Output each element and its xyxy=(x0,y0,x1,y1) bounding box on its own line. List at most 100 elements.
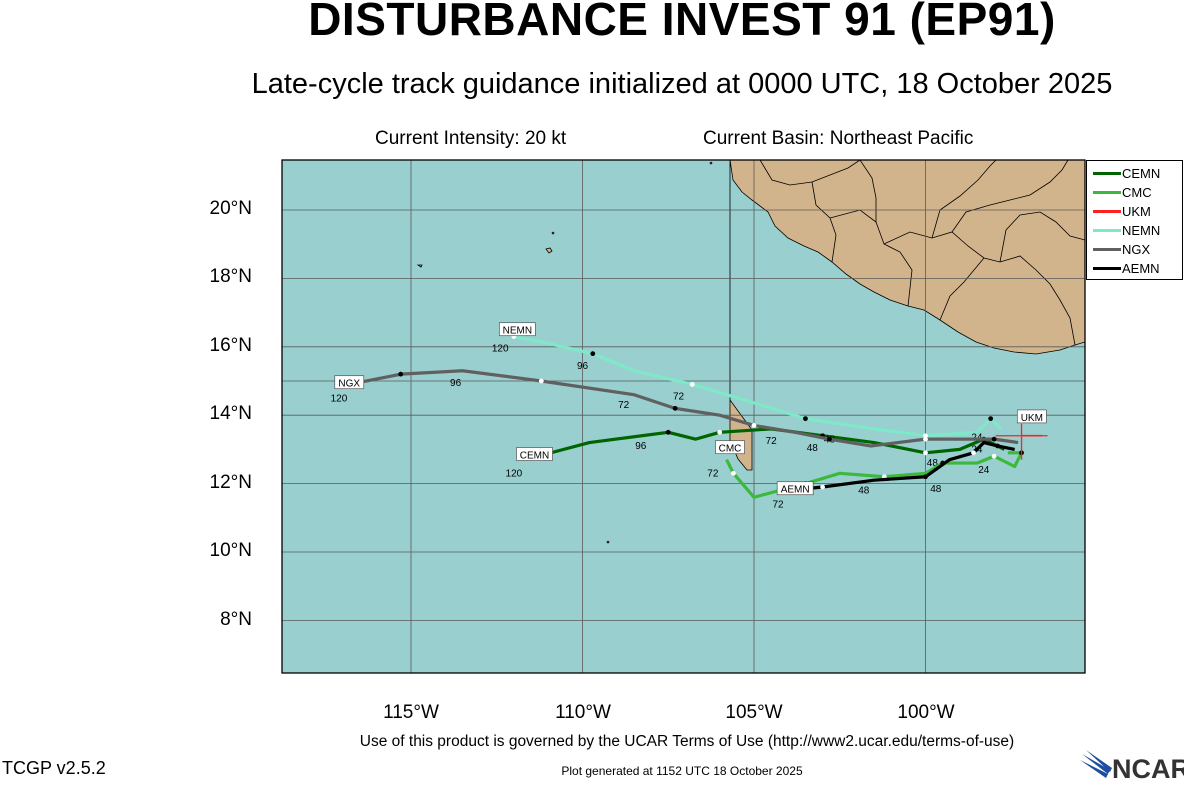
lon-label-115w: 115°W xyxy=(383,702,439,723)
track-point xyxy=(590,351,596,357)
track-aemn xyxy=(788,440,1015,493)
ncar-logo: NCAR xyxy=(1080,748,1184,784)
track-point xyxy=(827,436,832,442)
track-point xyxy=(988,416,994,422)
legend-item-nemn: NEMN xyxy=(1087,220,1160,240)
ncar-logo-mark: NCAR xyxy=(1080,750,1184,784)
forecast-hour-label: 120 xyxy=(506,469,523,480)
islands xyxy=(416,161,713,544)
legend-swatch xyxy=(1093,228,1121,232)
track-point xyxy=(923,433,928,439)
track-point xyxy=(731,470,736,476)
tag-box xyxy=(334,375,365,390)
track-point xyxy=(672,405,678,411)
legend-label: NGX xyxy=(1122,241,1151,257)
forecast-hour-label: 72 xyxy=(707,469,719,480)
legend-item-cmc: CMC xyxy=(1087,182,1152,202)
legend-label: CMC xyxy=(1122,184,1152,200)
current-intensity: Current Intensity: 20 kt xyxy=(375,128,567,149)
version-label: TCGP v2.5.2 xyxy=(2,758,106,778)
forecast-hour-label: 120 xyxy=(331,393,348,404)
legend-item-ngx: NGX xyxy=(1087,239,1150,259)
page-title: DISTURBANCE INVEST 91 (EP91) xyxy=(308,0,1056,45)
forecast-hour-label: 48 xyxy=(927,458,939,469)
tag-aemn: AEMN xyxy=(776,481,814,496)
lon-label-105w: 105°W xyxy=(725,702,783,723)
ncar-logo-text: NCAR xyxy=(1112,754,1184,780)
legend-item-aemn: AEMN xyxy=(1087,258,1160,278)
tag-text: UKM xyxy=(1021,413,1043,424)
track-nemn xyxy=(513,334,1003,438)
legend: CEMN CMC UKM NEMN NGX AEMN xyxy=(1086,160,1183,280)
model-tags: CEMN CMC UKM NEMN NGX AEMN xyxy=(334,322,1047,496)
lat-label-8: 8°N xyxy=(220,609,252,630)
tag-text: NGX xyxy=(338,379,360,390)
lat-label-10: 10°N xyxy=(209,540,252,561)
legend-swatch xyxy=(1093,247,1121,251)
legend-item-ukm: UKM xyxy=(1087,201,1151,221)
track-point xyxy=(820,484,825,490)
tag-nemn: NEMN xyxy=(498,322,536,337)
lon-label-110w: 110°W xyxy=(555,702,611,723)
legend-item-cemn: CEMN xyxy=(1087,163,1160,183)
forecast-hour-label: 48 xyxy=(807,443,819,454)
track-point xyxy=(991,453,997,459)
forecast-hour-label: 96 xyxy=(450,378,462,389)
track-point xyxy=(803,416,808,422)
tag-box xyxy=(498,322,536,337)
track-point xyxy=(689,382,695,387)
track-point xyxy=(971,450,976,456)
lat-label-16: 16°N xyxy=(209,335,252,356)
forecast-hour-label: 96 xyxy=(577,361,589,372)
track-lines: 4872961202448722448729612024487296120487… xyxy=(331,334,1048,510)
legend-label: UKM xyxy=(1122,203,1151,219)
tag-text: NEMN xyxy=(503,326,532,337)
legend-swatch xyxy=(1093,209,1121,213)
tag-box xyxy=(516,447,553,461)
generated-timestamp: Plot generated at 1152 UTC 18 October 20… xyxy=(561,764,803,778)
legend-label: CEMN xyxy=(1122,165,1161,181)
forecast-hour-label: 120 xyxy=(492,344,509,355)
legend-label: AEMN xyxy=(1122,260,1160,276)
forecast-hour-label: 72 xyxy=(618,400,630,411)
lat-label-12: 12°N xyxy=(209,472,252,493)
tag-text: AEMN xyxy=(781,485,810,496)
forecast-hour-label: 48 xyxy=(858,486,870,497)
forecast-hour-label: 72 xyxy=(673,392,685,403)
tag-text: CEMN xyxy=(520,451,549,462)
forecast-hour-label: 24 xyxy=(978,465,990,476)
track-point xyxy=(923,474,928,480)
track-point xyxy=(398,371,404,377)
track-point xyxy=(538,378,544,384)
terms-of-use: Use of this product is governed by the U… xyxy=(359,733,1015,750)
tag-cmc: CMC xyxy=(715,440,745,455)
legend-swatch xyxy=(1093,190,1121,194)
track-point xyxy=(717,429,723,435)
forecast-hour-label: 96 xyxy=(635,441,647,452)
forecast-hour-label: 72 xyxy=(772,499,784,510)
track-point xyxy=(995,443,1000,449)
lat-label-18: 18°N xyxy=(209,266,252,287)
lat-label-14: 14°N xyxy=(209,403,252,424)
forecast-hour-label: 72 xyxy=(766,436,778,447)
track-point xyxy=(751,423,757,428)
state-borders xyxy=(759,160,1085,346)
lat-label-20: 20°N xyxy=(209,198,252,219)
tag-box xyxy=(715,440,745,455)
lat-lon-grid xyxy=(282,160,1085,673)
forecast-hour-label: 48 xyxy=(930,484,942,495)
tag-box xyxy=(1016,409,1047,424)
track-point xyxy=(665,429,671,435)
track-cmc xyxy=(725,451,1024,499)
legend-swatch xyxy=(1093,171,1121,175)
track-point xyxy=(923,450,928,456)
tag-ukm: UKM xyxy=(1016,409,1047,424)
legend-label: NEMN xyxy=(1122,222,1161,238)
tag-cemn: CEMN xyxy=(516,447,553,462)
track-point xyxy=(923,436,928,442)
tag-text: CMC xyxy=(719,444,742,455)
current-basin: Current Basin: Northeast Pacific xyxy=(703,128,974,149)
plot-frame xyxy=(281,159,1086,674)
tag-ngx: NGX xyxy=(334,375,365,390)
